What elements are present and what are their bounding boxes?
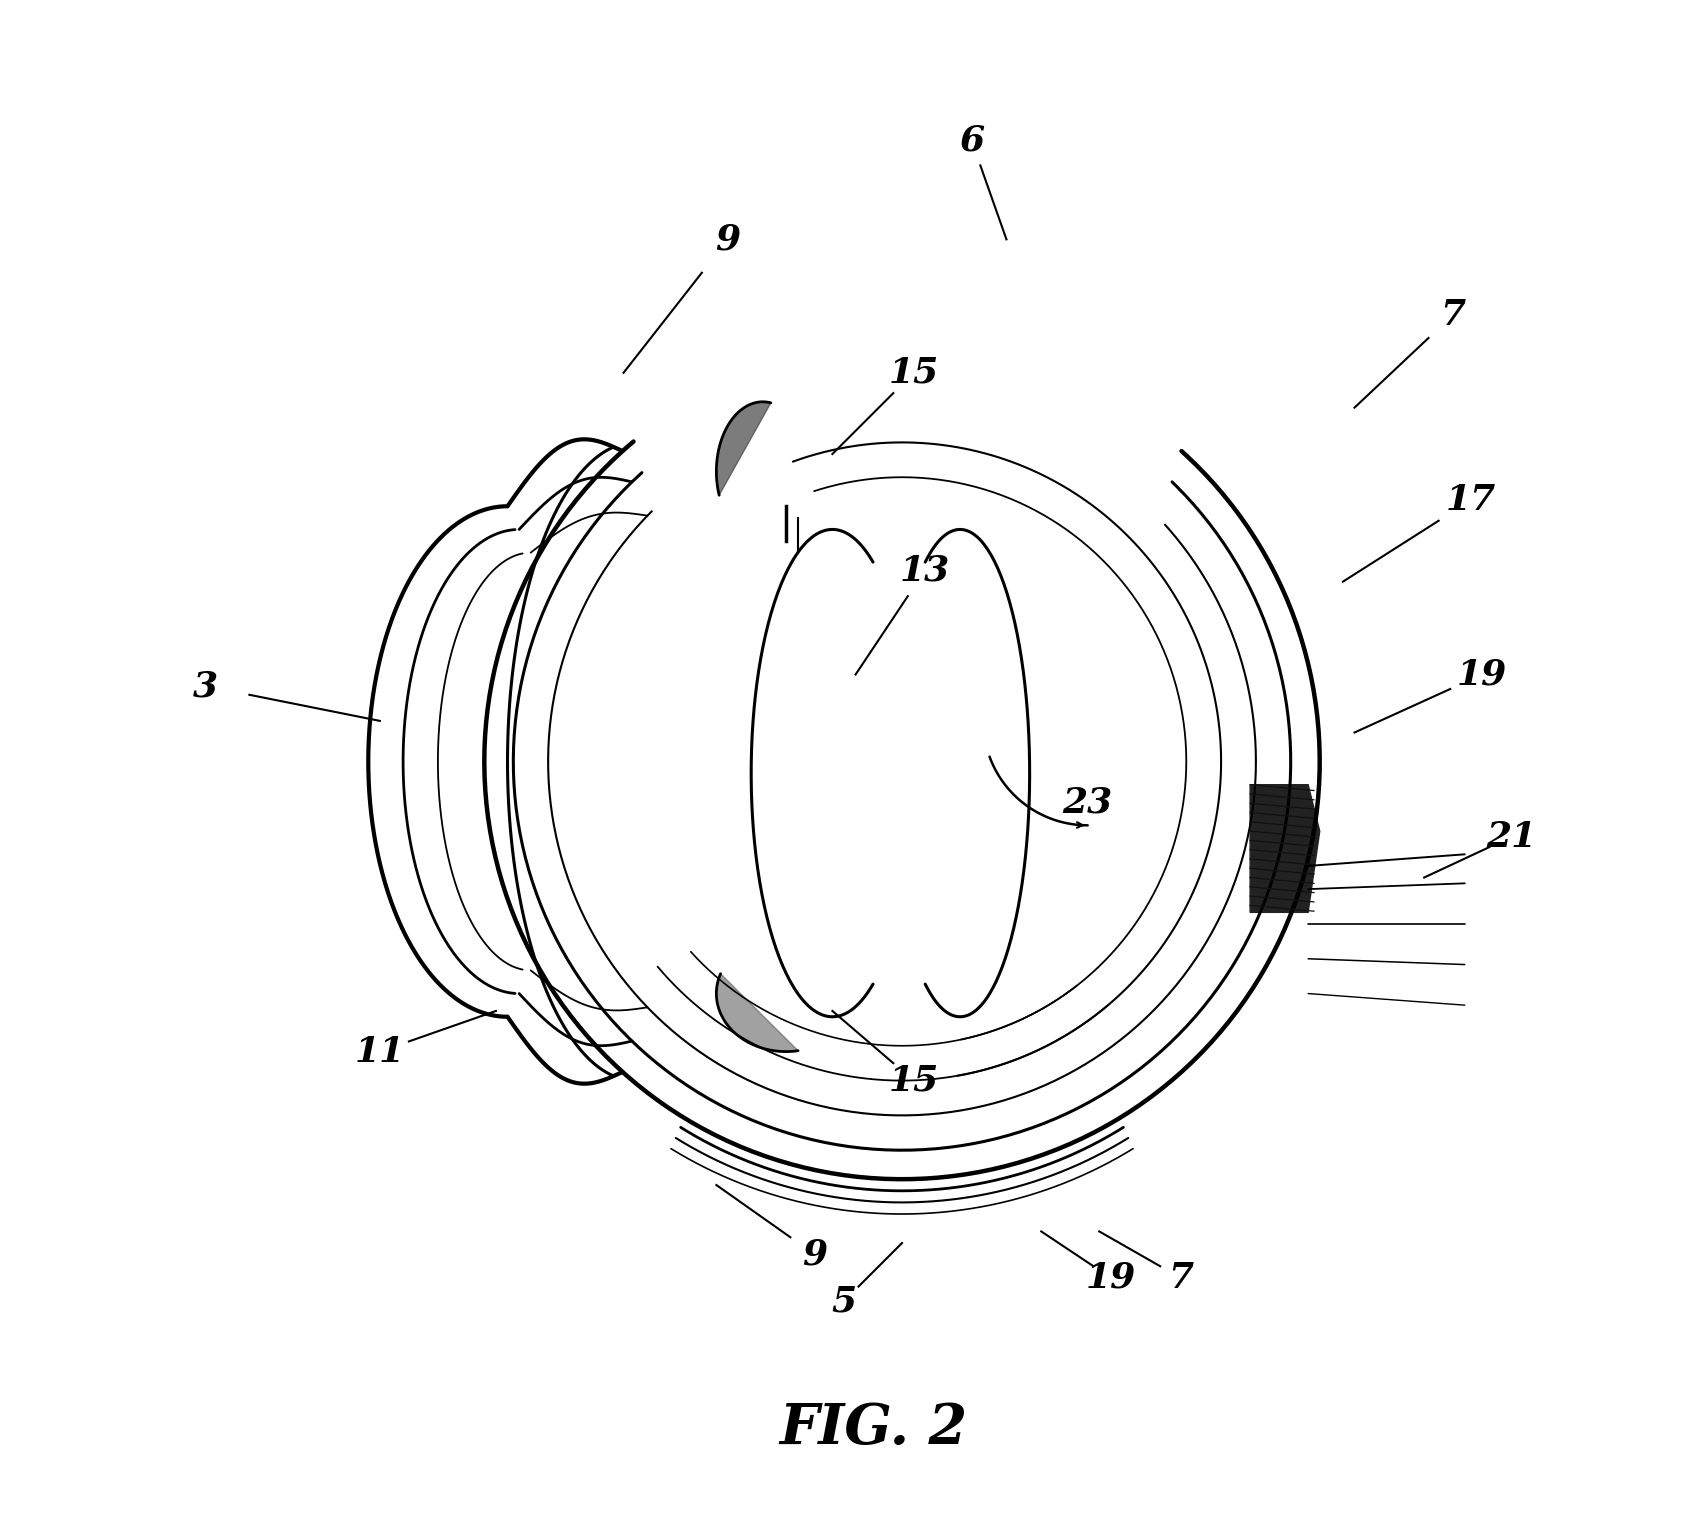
Text: 5: 5 [832, 1284, 856, 1317]
Polygon shape [1251, 784, 1320, 912]
Polygon shape [716, 402, 771, 495]
Text: FIG. 2: FIG. 2 [778, 1401, 967, 1456]
Text: 19: 19 [1457, 658, 1507, 691]
Text: 11: 11 [354, 1034, 405, 1069]
Text: 23: 23 [1062, 786, 1112, 819]
Text: 15: 15 [888, 356, 939, 390]
Text: 19: 19 [1085, 1261, 1136, 1295]
Text: 17: 17 [1445, 483, 1496, 518]
Text: 9: 9 [716, 222, 741, 256]
Text: 15: 15 [888, 1063, 939, 1098]
Text: 13: 13 [900, 553, 950, 586]
Text: 7: 7 [1440, 299, 1465, 332]
Text: 3: 3 [192, 669, 218, 704]
Text: 7: 7 [1168, 1261, 1193, 1295]
Text: 9: 9 [802, 1238, 827, 1272]
Polygon shape [716, 973, 798, 1051]
Text: 21: 21 [1485, 819, 1536, 854]
Text: 6: 6 [959, 123, 984, 158]
